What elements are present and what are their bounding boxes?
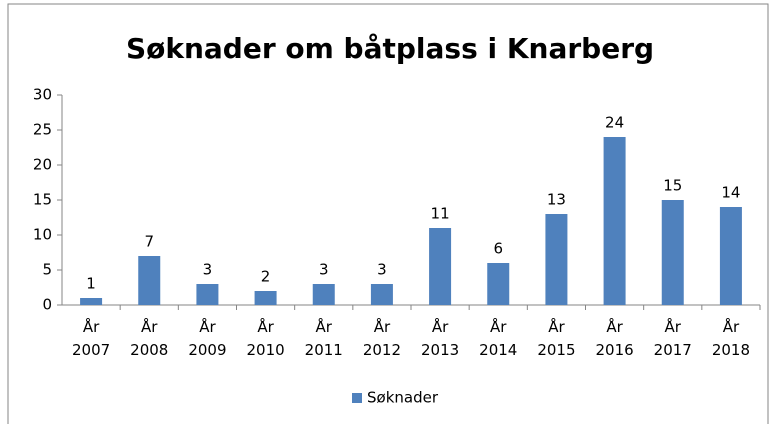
data-label: 3 [203, 261, 213, 279]
chart-title: Søknader om båtplass i Knarberg [126, 32, 654, 65]
bar [661, 200, 684, 305]
x-tick-label: År 2009 [188, 317, 226, 359]
data-label: 7 [144, 233, 154, 251]
x-tick-label: År 2017 [654, 317, 692, 359]
y-tick-label: 20 [33, 156, 52, 174]
data-label: 14 [721, 184, 740, 202]
x-tick-label: År 2015 [537, 317, 575, 359]
y-tick-label: 0 [42, 296, 52, 314]
bar [603, 137, 626, 305]
data-label: 3 [377, 261, 387, 279]
data-label: 15 [663, 177, 682, 195]
bar [196, 284, 219, 305]
bar [254, 291, 277, 305]
x-tick-label: År 2016 [595, 317, 633, 359]
legend-swatch [352, 393, 362, 403]
y-tick-label: 5 [42, 261, 52, 279]
data-label: 24 [605, 114, 624, 132]
data-label: 2 [261, 268, 271, 286]
y-tick-label: 30 [33, 86, 52, 104]
bar [429, 228, 452, 305]
data-label: 11 [431, 205, 450, 223]
data-label: 13 [547, 191, 566, 209]
data-label: 6 [493, 240, 503, 258]
data-label: 3 [319, 261, 329, 279]
bar [545, 214, 568, 305]
chart-border [7, 3, 769, 424]
y-tick-label: 15 [33, 191, 52, 209]
legend-label: Søknader [367, 389, 439, 407]
x-tick-label: År 2011 [305, 317, 343, 359]
bar [138, 256, 161, 305]
y-tick-label: 25 [33, 121, 52, 139]
data-label: 1 [86, 275, 96, 293]
bar [370, 284, 393, 305]
x-tick-label: År 2010 [246, 317, 284, 359]
bar [487, 263, 510, 305]
bar [312, 284, 335, 305]
x-tick-label: År 2014 [479, 317, 517, 359]
y-tick-label: 10 [33, 226, 52, 244]
x-tick-label: År 2018 [712, 317, 750, 359]
bar [80, 298, 103, 305]
x-tick-label: År 2013 [421, 317, 459, 359]
x-tick-label: År 2012 [363, 317, 401, 359]
x-tick-label: År 2008 [130, 317, 168, 359]
x-tick-label: År 2007 [72, 317, 110, 359]
bar [719, 207, 742, 305]
